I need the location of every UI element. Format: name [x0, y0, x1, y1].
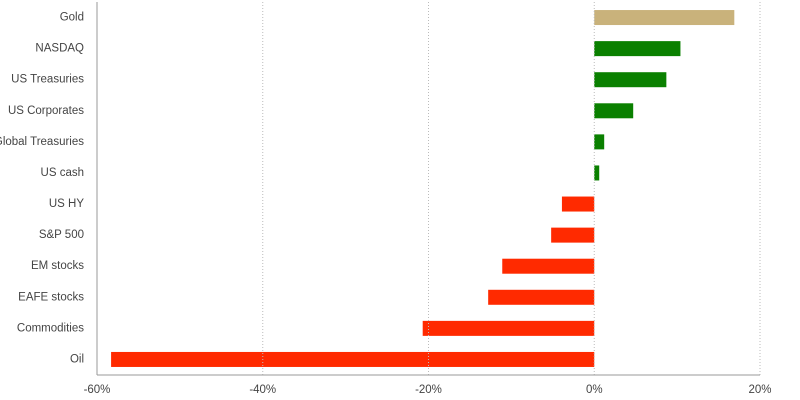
y-tick-label: US cash	[41, 167, 84, 179]
y-tick-label: US Corporates	[8, 105, 84, 117]
y-tick-label: NASDAQ	[35, 43, 84, 55]
bar	[502, 258, 595, 274]
bar	[111, 351, 595, 367]
bar	[594, 41, 681, 57]
bar	[594, 134, 605, 150]
bar	[488, 289, 595, 305]
x-tick-label: -40%	[249, 384, 276, 396]
bar	[561, 196, 595, 212]
bar	[422, 320, 595, 336]
bar	[551, 227, 595, 243]
y-tick-label: Global Treasuries	[0, 136, 84, 148]
bar	[594, 10, 735, 26]
y-tick-label: EM stocks	[31, 260, 84, 272]
x-tick-label: -60%	[84, 384, 111, 396]
y-tick-label: S&P 500	[39, 229, 84, 241]
x-tick-label: 0%	[586, 384, 603, 396]
x-tick-label: 20%	[748, 384, 771, 396]
y-tick-label: Commodities	[17, 322, 84, 334]
y-tick-label: EAFE stocks	[18, 291, 84, 303]
y-tick-label: US HY	[49, 198, 84, 210]
y-tick-label: Gold	[60, 12, 84, 24]
bar	[594, 103, 634, 119]
x-tick-label: -20%	[415, 384, 442, 396]
y-tick-label: US Treasuries	[11, 74, 84, 86]
bar	[594, 72, 667, 88]
bar	[594, 165, 600, 181]
y-tick-label: Oil	[70, 353, 84, 365]
